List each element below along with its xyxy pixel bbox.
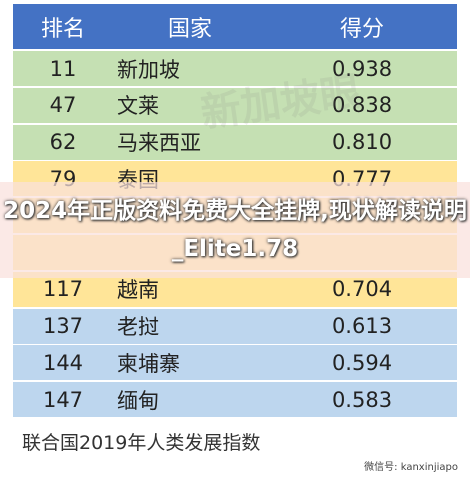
table-cell: 越南	[117, 278, 159, 303]
table-row: 144 柬埔寨 0.594	[13, 345, 457, 382]
table-cell: 117	[42, 277, 84, 302]
overlay-text: 2024年正版资料免费大全挂牌,现状解读说明_Elite1.78	[3, 198, 467, 262]
table-cell: 137	[42, 314, 84, 339]
table: 排名 国家 得分 11 新加坡 0.938 47 文莱 0.838 62 马来西亚 0.810 7…	[13, 4, 457, 419]
table-cell: 0.583	[331, 387, 393, 412]
caption: 联合国2019年人类发展指数	[22, 432, 261, 454]
table-cell: 缅甸	[117, 388, 159, 413]
table-cell: 0.594	[331, 350, 393, 375]
table-cell: 147	[42, 387, 84, 412]
table-row: 47 文莱 0.838	[13, 87, 457, 124]
table-cell: 47	[49, 93, 77, 118]
header-cell: 得分	[339, 16, 384, 42]
header-cell: 排名	[40, 16, 85, 42]
header-row: 排名 国家 得分	[13, 4, 457, 50]
source: 微信号: kanxinjiapo	[364, 462, 458, 473]
table-cell: 0.810	[331, 130, 393, 155]
table-cell: 马来西亚	[117, 131, 201, 156]
table-cell: 柬埔寨	[117, 351, 180, 376]
table-cell: 0.838	[331, 93, 393, 118]
table-cell: 新加坡	[117, 57, 180, 82]
table-cell: 0.704	[331, 277, 393, 302]
table-row: 11 新加坡 0.938	[13, 51, 457, 87]
table-row: 62 马来西亚 0.810	[13, 124, 457, 161]
overlay-band	[0, 182, 470, 278]
table-row: 147 缅甸 0.583	[13, 382, 457, 419]
header-cell: 国家	[167, 16, 212, 42]
table-cell: 文莱	[117, 94, 159, 119]
table-cell: 144	[42, 350, 84, 375]
table-row: 137 老挝 0.613	[13, 308, 457, 345]
table-cell: 62	[49, 130, 77, 155]
table-cell: 11	[49, 56, 77, 81]
table-cell: 0.938	[331, 56, 393, 81]
table-cell: 0.613	[331, 314, 393, 339]
table-cell: 老挝	[117, 315, 159, 340]
